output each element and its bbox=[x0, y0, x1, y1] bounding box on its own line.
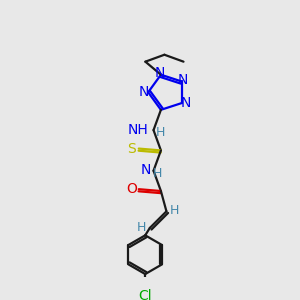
Text: Cl: Cl bbox=[138, 289, 152, 300]
Text: H: H bbox=[137, 220, 146, 233]
Text: N: N bbox=[141, 163, 151, 177]
Text: H: H bbox=[156, 126, 166, 140]
Text: H: H bbox=[152, 167, 162, 180]
Text: S: S bbox=[127, 142, 136, 156]
Text: O: O bbox=[126, 182, 137, 196]
Text: N: N bbox=[138, 85, 149, 99]
Text: N: N bbox=[181, 96, 191, 110]
Text: H: H bbox=[170, 204, 179, 217]
Text: N: N bbox=[177, 73, 188, 87]
Text: N: N bbox=[155, 66, 165, 80]
Text: NH: NH bbox=[127, 123, 148, 137]
